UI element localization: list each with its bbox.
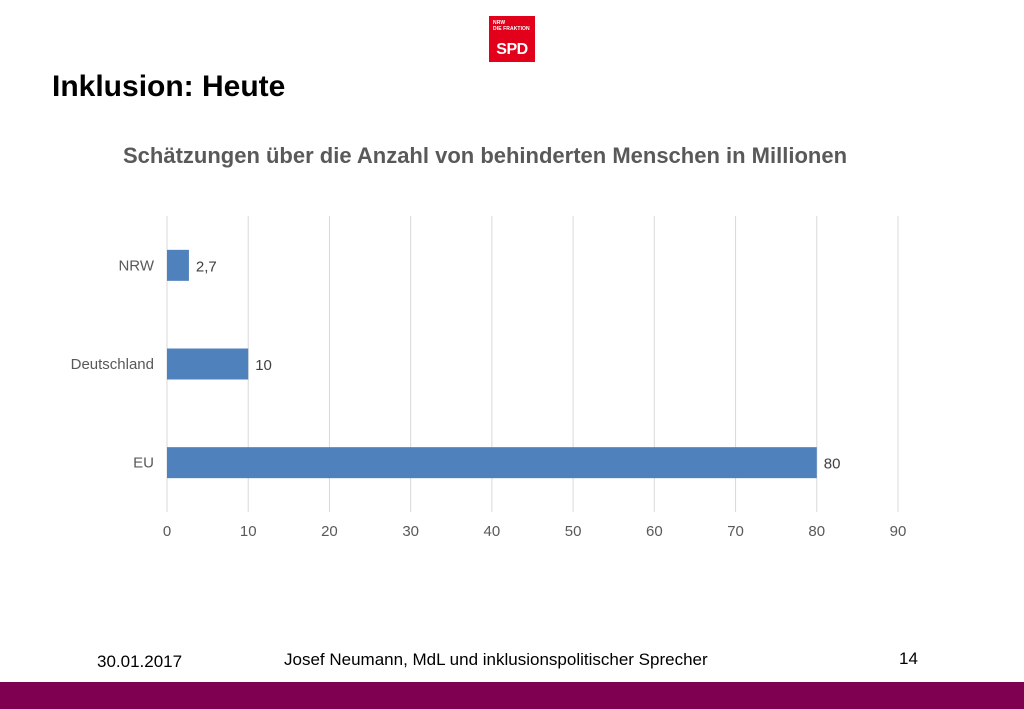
x-tick-label: 20	[321, 523, 338, 540]
data-label: 80	[824, 456, 841, 473]
x-tick-label: 40	[484, 523, 501, 540]
x-tick-label: 70	[727, 523, 744, 540]
x-tick-label: 90	[890, 523, 907, 540]
x-tick-label: 0	[163, 523, 171, 540]
data-label: 10	[255, 357, 272, 374]
page-number: 14	[899, 649, 918, 668]
x-tick-label: 10	[240, 523, 257, 540]
data-label: 2,7	[196, 258, 217, 275]
x-tick-label: 60	[646, 523, 663, 540]
footer-date: 30.01.2017	[97, 652, 183, 671]
spd-logo: NRW DIE FRAKTION SPD	[489, 16, 535, 62]
bar	[167, 249, 189, 281]
bottom-bar	[0, 682, 1024, 709]
x-tick-label: 80	[808, 523, 825, 540]
category-label: EU	[133, 455, 154, 472]
logo-subtext: NRW DIE FRAKTION	[493, 20, 530, 32]
bar	[167, 348, 249, 380]
x-tick-label: 30	[402, 523, 419, 540]
x-tick-label: 50	[565, 523, 582, 540]
bar	[167, 447, 817, 479]
footer-author: Josef Neumann, MdL und inklusionspolitis…	[284, 650, 708, 669]
category-label: NRW	[118, 257, 154, 274]
category-label: Deutschland	[71, 356, 154, 373]
logo-text: SPD	[496, 41, 528, 58]
slide-title: Inklusion: Heute	[52, 70, 286, 103]
chart-title: Schätzungen über die Anzahl von behinder…	[122, 143, 848, 168]
